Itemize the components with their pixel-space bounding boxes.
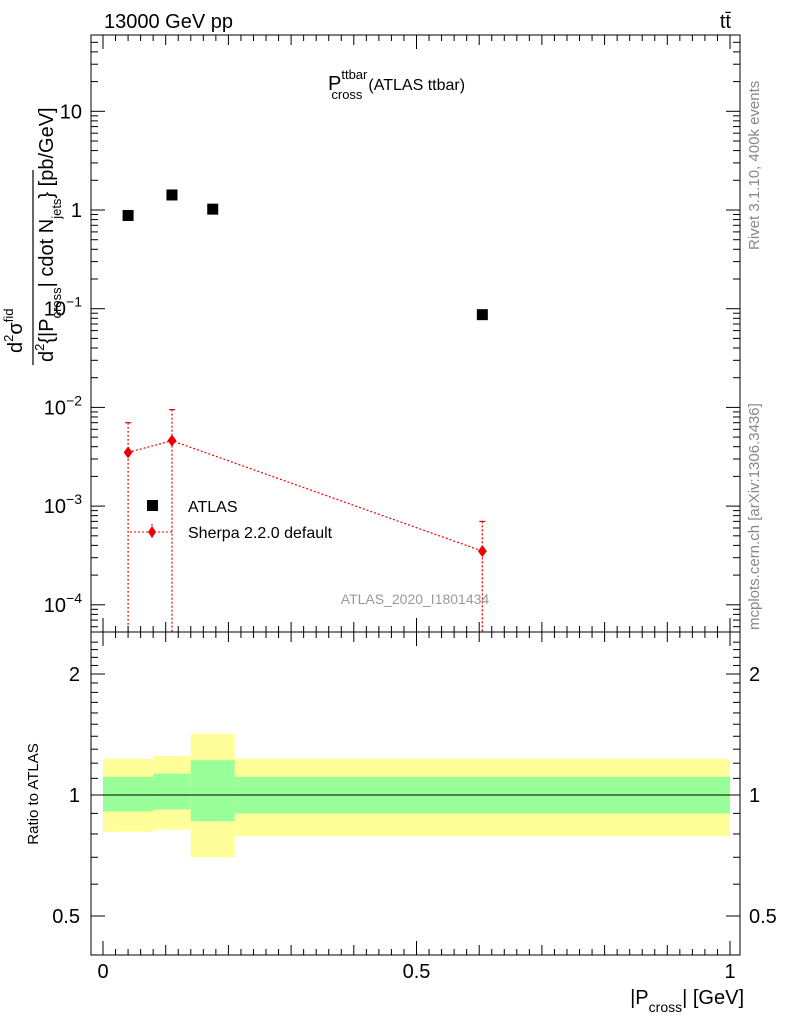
analysis-watermark: ATLAS_2020_I1801434 (341, 591, 490, 607)
ratio-ylabel: Ratio to ATLAS (25, 743, 42, 844)
process-label: tt̄ (720, 11, 732, 33)
rivet-label: Rivet 3.1.10, 400k events (746, 81, 763, 250)
ylabel-numerator: d2σfid (1, 309, 27, 353)
ratio-panel: 0.5 0.5 1 1 2 2 0 0.5 1 Ratio to ATLAS |Pcross| … (25, 631, 777, 1015)
y-tick-label: 1 (71, 200, 82, 222)
legend-marker-sherpa (148, 526, 156, 538)
energy-label: 13000 GeV pp (104, 11, 233, 33)
ratio-frame (90, 631, 741, 956)
y-tick-label: 10−4 (44, 590, 82, 617)
atlas-point (207, 203, 219, 215)
main-frame (90, 34, 741, 633)
ratio-y-tick-label-right: 1 (749, 785, 760, 807)
ylabel-denominator: d2{|Pcross| cdot Njets} [pb/GeV] (32, 107, 64, 362)
ratio-y-tick-label: 2 (69, 664, 80, 686)
y-tick-label: 10−1 (44, 294, 82, 321)
ratio-y-tick-label: 0.5 (52, 906, 80, 928)
atlas-point (476, 309, 488, 321)
ratio-band-green (153, 773, 191, 810)
legend: ATLAS Sherpa 2.2.0 default (130, 499, 333, 542)
sherpa-point (477, 545, 487, 558)
ratio-xlabel: |Pcross| [GeV] (630, 987, 744, 1015)
ratio-y-tick-label-right: 2 (749, 664, 760, 686)
y-tick-label: 10−3 (44, 491, 82, 518)
ratio-x-tick-label: 0 (97, 961, 108, 983)
ratio-y-tick-label-right: 0.5 (749, 906, 777, 928)
mcplots-label: mcplots.cern.ch [arXiv:1306.3436] (746, 403, 763, 630)
sherpa-point (167, 434, 177, 447)
ratio-x-tick-label: 1 (724, 961, 735, 983)
legend-label-sherpa: Sherpa 2.2.0 default (188, 525, 333, 542)
legend-label-atlas: ATLAS (188, 499, 238, 516)
y-tick-label: 10 (60, 101, 82, 123)
y-tick-label: 10−2 (44, 392, 82, 419)
legend-marker-atlas (147, 500, 158, 511)
atlas-point (122, 209, 134, 221)
sherpa-point (123, 446, 133, 459)
ratio-x-tick-label: 0.5 (403, 961, 431, 983)
ratio-y-tick-label: 1 (69, 785, 80, 807)
ratio-band-green (190, 760, 235, 822)
atlas-point (166, 189, 178, 201)
main-ylabel: d2σfid d2{|Pcross| cdot Njets} [pb/GeV] (1, 107, 64, 365)
main-title: Pttbar cross(ATLAS ttbar) (328, 67, 465, 102)
ratio-band-green (103, 776, 154, 812)
